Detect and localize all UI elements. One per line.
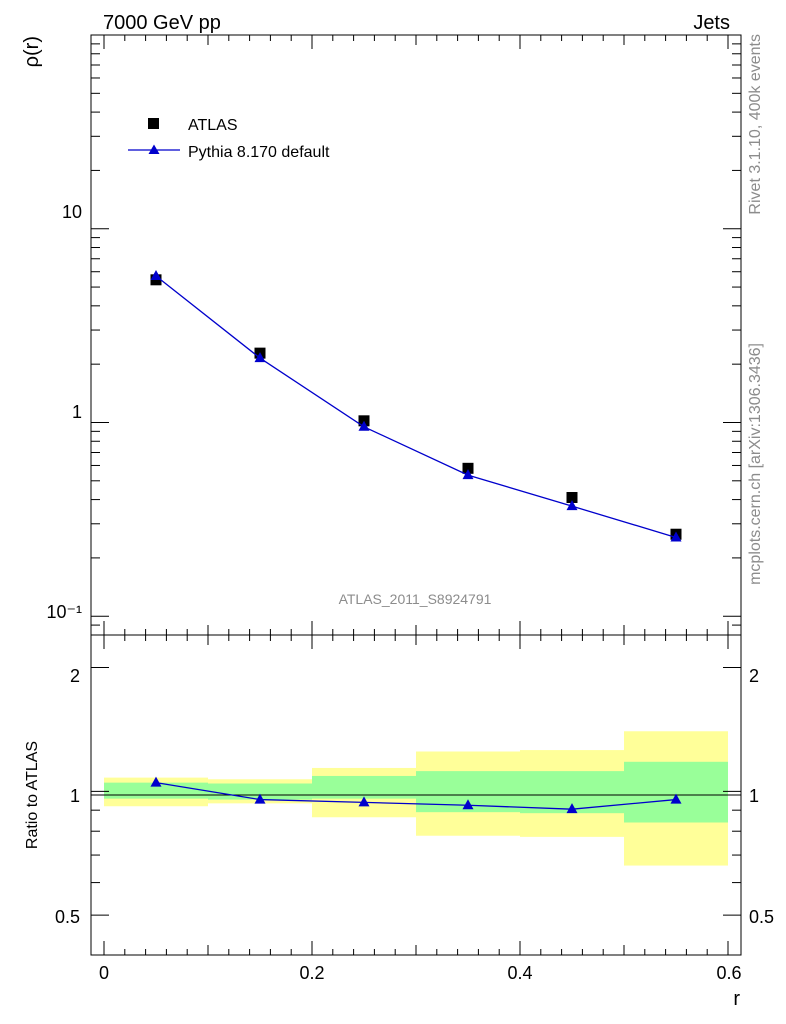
legend-label-pythia: Pythia 8.170 default: [188, 144, 330, 161]
main-ytick-label: 10⁻¹: [46, 602, 82, 622]
ratio-ytick-label-left: 0.5: [55, 907, 80, 927]
main-ytick-label: 10: [62, 202, 82, 222]
header-right: Jets: [693, 12, 730, 34]
ratio-point: [462, 799, 474, 810]
ratio-line: [155, 781, 677, 810]
pythia-point: [358, 420, 370, 431]
mcplots-label: mcplots.cern.ch [arXiv:1306.3436]: [747, 343, 764, 585]
main-ylabel: ρ(r): [21, 36, 43, 67]
main-series: [150, 270, 682, 542]
ratio-point: [566, 803, 578, 814]
ratio-ytick-label-right: 2: [749, 666, 759, 686]
ratio-series: [150, 776, 682, 814]
ratio-ytick-label-left: 1: [70, 786, 80, 806]
xtick-label: 0.2: [299, 963, 324, 983]
band-inner: [312, 775, 416, 799]
analysis-id: ATLAS_2011_S8924791: [339, 591, 492, 607]
ratio-axis-ticks: [91, 635, 741, 955]
ratio-point: [358, 796, 370, 807]
ratio-ylabel: Ratio to ATLAS: [24, 741, 41, 849]
ratio-frame: [90, 634, 742, 956]
legend-marker-atlas: [148, 118, 159, 129]
rivet-label: Rivet 3.1.10, 400k events: [747, 34, 764, 215]
ratio-point: [150, 776, 162, 787]
main-axis-ticks: [91, 34, 741, 636]
header-left: 7000 GeV pp: [103, 12, 221, 34]
pythia-point: [150, 270, 162, 281]
pythia-point: [462, 469, 474, 480]
atlas-point: [566, 492, 578, 504]
ratio-ytick-label-right: 0.5: [749, 907, 774, 927]
xtick-label: 0.6: [716, 963, 741, 983]
ratio-ytick-label-right: 1: [749, 786, 759, 806]
band-inner: [624, 761, 728, 823]
ratio-ytick-label-left: 2: [70, 666, 80, 686]
atlas-point: [462, 462, 474, 474]
xlabel: r: [733, 988, 740, 1010]
legend-marker-pythia: [148, 144, 160, 154]
xtick-label: 0.4: [507, 963, 532, 983]
ratio-point: [254, 793, 266, 804]
main-ytick-label: 1: [72, 402, 82, 422]
xtick-label: 0: [99, 963, 109, 983]
pythia-point: [566, 500, 578, 511]
pythia-point: [254, 352, 266, 363]
ratio-point: [670, 793, 682, 804]
legend: ATLAS Pythia 8.170 default: [128, 117, 330, 161]
ratio-bands: [104, 731, 728, 866]
pythia-line: [155, 275, 677, 539]
pythia-point: [670, 531, 682, 542]
legend-label-atlas: ATLAS: [188, 117, 238, 134]
